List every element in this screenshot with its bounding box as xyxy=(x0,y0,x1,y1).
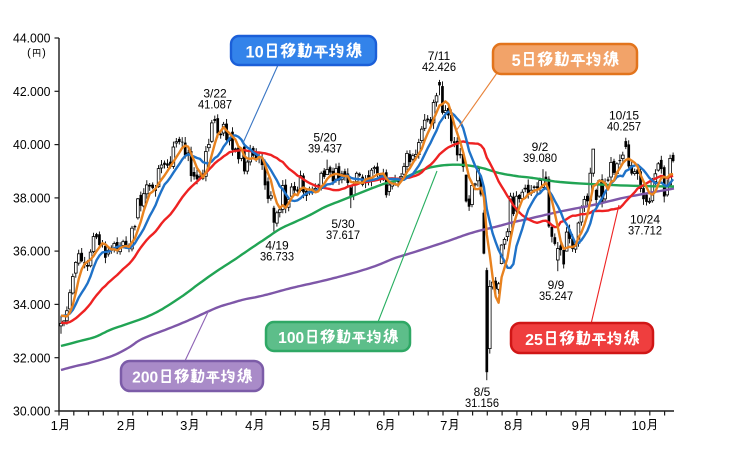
svg-text:7/11: 7/11 xyxy=(428,49,451,63)
svg-text:5: 5 xyxy=(312,418,319,433)
svg-text:36.000: 36.000 xyxy=(13,244,51,259)
svg-text:36.733: 36.733 xyxy=(260,250,294,264)
svg-text:40.257: 40.257 xyxy=(607,120,641,134)
svg-text:37.617: 37.617 xyxy=(326,228,360,242)
svg-text:37.712: 37.712 xyxy=(628,224,662,238)
svg-text:42.426: 42.426 xyxy=(422,60,456,74)
svg-text:31.156: 31.156 xyxy=(465,396,499,410)
svg-text:32.000: 32.000 xyxy=(13,350,51,365)
svg-text:10: 10 xyxy=(246,44,264,62)
svg-text:4: 4 xyxy=(245,418,252,433)
svg-text:(: ( xyxy=(27,47,31,59)
svg-text:30.000: 30.000 xyxy=(13,404,51,419)
svg-text:): ) xyxy=(42,47,46,59)
svg-text:8: 8 xyxy=(504,418,511,433)
svg-text:3: 3 xyxy=(180,418,187,433)
svg-text:10: 10 xyxy=(632,418,646,433)
svg-text:25: 25 xyxy=(525,332,543,349)
svg-text:7: 7 xyxy=(440,418,447,433)
svg-text:200: 200 xyxy=(132,370,158,387)
svg-text:38.000: 38.000 xyxy=(13,191,51,206)
svg-text:8/5: 8/5 xyxy=(474,385,491,399)
svg-text:2: 2 xyxy=(117,418,124,433)
svg-text:5/20: 5/20 xyxy=(313,131,337,145)
svg-text:41.087: 41.087 xyxy=(198,98,232,112)
svg-text:39.080: 39.080 xyxy=(523,151,557,165)
svg-text:3/22: 3/22 xyxy=(203,87,227,101)
svg-text:1: 1 xyxy=(51,418,58,433)
svg-text:10/15: 10/15 xyxy=(609,109,639,123)
svg-text:35.247: 35.247 xyxy=(539,289,573,303)
svg-text:9: 9 xyxy=(572,418,579,433)
svg-text:10/24: 10/24 xyxy=(630,213,660,227)
svg-text:4/19: 4/19 xyxy=(265,239,289,253)
svg-text:9/9: 9/9 xyxy=(548,278,565,292)
svg-text:34.000: 34.000 xyxy=(13,297,51,312)
svg-text:100: 100 xyxy=(278,330,304,347)
svg-text:9/2: 9/2 xyxy=(532,140,549,154)
svg-text:5: 5 xyxy=(512,52,521,70)
svg-text:6: 6 xyxy=(376,418,383,433)
svg-text:42.000: 42.000 xyxy=(13,84,51,99)
svg-text:39.437: 39.437 xyxy=(308,142,342,156)
svg-text:40.000: 40.000 xyxy=(13,137,51,152)
svg-text:44.000: 44.000 xyxy=(13,31,51,46)
svg-text:5/30: 5/30 xyxy=(331,217,355,231)
